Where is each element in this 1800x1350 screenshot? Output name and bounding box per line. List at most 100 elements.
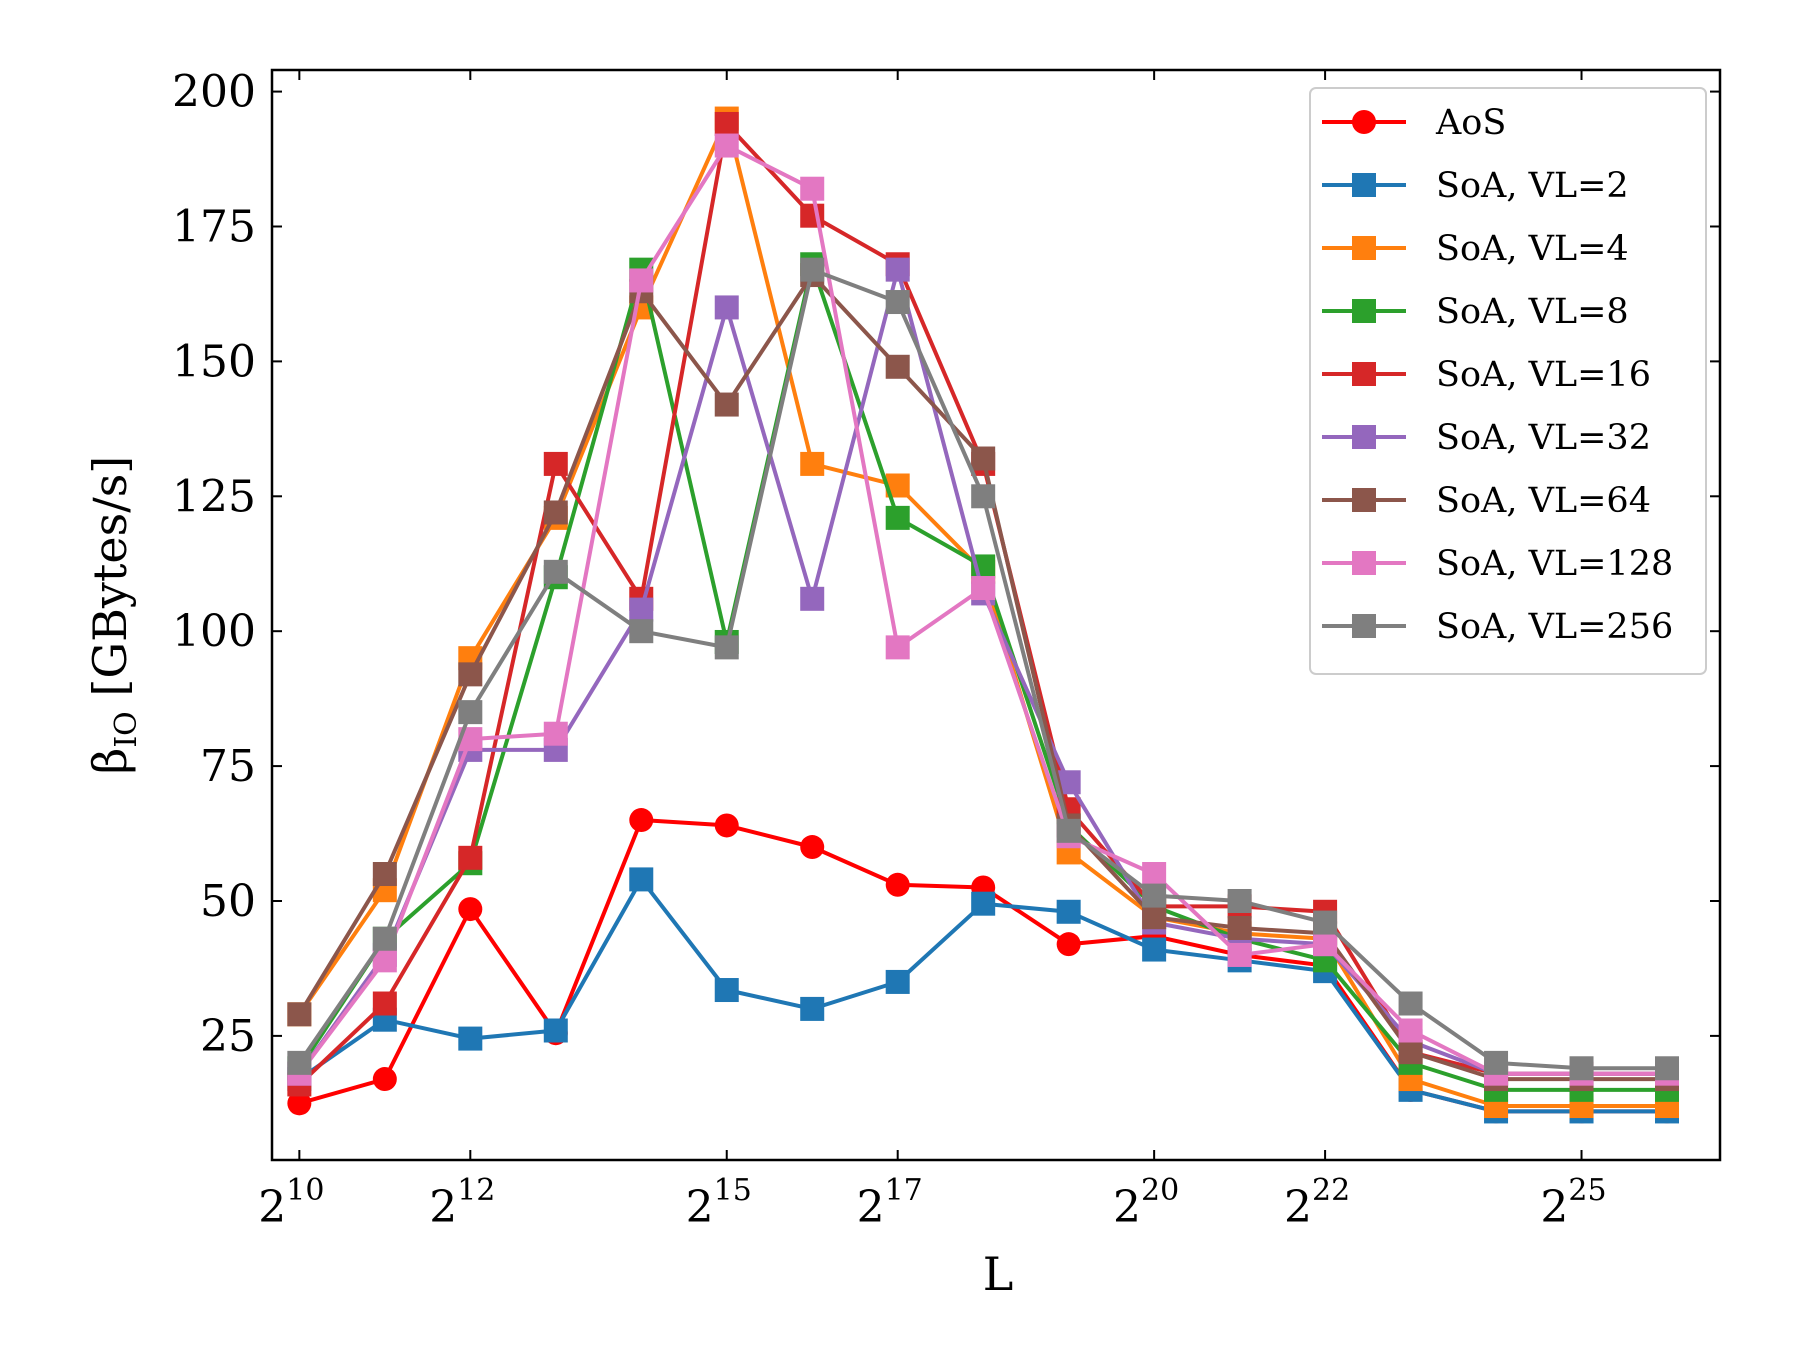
data-point — [629, 808, 654, 833]
data-point — [885, 290, 910, 315]
data-point — [885, 635, 910, 660]
data-point — [1398, 1040, 1423, 1065]
legend-label: AoS — [1435, 103, 1506, 143]
legend-marker — [1352, 488, 1376, 512]
y-axis-label-rest: [GBytes/s] — [83, 456, 137, 711]
data-point — [714, 295, 739, 320]
data-point — [1227, 942, 1252, 967]
data-point — [1398, 991, 1423, 1016]
data-point — [971, 891, 996, 916]
data-point — [1313, 910, 1338, 935]
legend-entries: AoS SoA, VL=2 SoA, VL=4 SoA, VL=8 SoA, VL=16… — [1322, 103, 1673, 647]
series-8 — [287, 257, 1680, 1081]
data-point — [800, 835, 825, 860]
x-tick-label: 220 — [1113, 1173, 1179, 1233]
legend-label: SoA, VL=16 — [1436, 355, 1651, 395]
legend-entry: SoA, VL=8 — [1322, 292, 1629, 332]
data-point — [287, 1091, 312, 1116]
x-tick-label: 215 — [686, 1173, 752, 1233]
plot-frame — [270, 68, 1722, 1162]
data-point — [543, 451, 568, 476]
legend-entry: SoA, VL=32 — [1322, 418, 1651, 458]
x-tick-label: 225 — [1540, 1173, 1606, 1233]
legend-marker — [1352, 362, 1376, 386]
data-point — [885, 505, 910, 530]
x-tick-label: 222 — [1284, 1173, 1350, 1233]
data-point — [1569, 1056, 1594, 1081]
legend-label: SoA, VL=32 — [1436, 418, 1651, 458]
data-point — [1056, 932, 1081, 957]
data-point — [458, 897, 483, 922]
legend-entry: SoA, VL=128 — [1322, 544, 1673, 584]
data-point — [1142, 883, 1167, 908]
y-axis-label-main: β — [83, 748, 137, 775]
y-tick-label: 125 — [172, 471, 256, 522]
data-point — [800, 451, 825, 476]
legend-label: SoA, VL=256 — [1436, 607, 1673, 647]
legend-label: SoA, VL=8 — [1436, 292, 1629, 332]
legend-label: SoA, VL=4 — [1436, 229, 1629, 269]
data-point — [800, 176, 825, 201]
data-point — [1227, 888, 1252, 913]
y-tick-label: 175 — [172, 201, 256, 252]
y-tick-label: 25 — [200, 1011, 256, 1062]
legend-marker — [1352, 425, 1376, 449]
data-point — [885, 872, 910, 897]
data-point — [885, 969, 910, 994]
data-point — [372, 1067, 397, 1092]
x-tick-label: 210 — [258, 1173, 324, 1233]
y-tick-label: 100 — [172, 606, 256, 657]
data-point — [714, 133, 739, 158]
data-point — [800, 257, 825, 282]
y-tick-label: 200 — [172, 67, 256, 118]
data-point — [458, 700, 483, 725]
data-point — [287, 1050, 312, 1075]
legend-label: SoA, VL=2 — [1436, 166, 1629, 206]
data-point — [372, 862, 397, 887]
y-axis-label: βIO [GBytes/s] — [83, 456, 144, 775]
data-point — [714, 111, 739, 136]
data-point — [629, 619, 654, 644]
data-point — [714, 978, 739, 1003]
data-point — [287, 1002, 312, 1027]
legend-marker — [1352, 614, 1376, 638]
data-point — [1056, 899, 1081, 924]
legend-entry: SoA, VL=256 — [1322, 607, 1673, 647]
legend-marker — [1352, 551, 1376, 575]
data-point — [458, 662, 483, 687]
data-point — [1655, 1056, 1680, 1081]
data-point — [971, 446, 996, 471]
y-tick-label: 75 — [200, 741, 256, 792]
data-point — [1142, 905, 1167, 930]
legend-frame — [1309, 87, 1707, 675]
legend-marker — [1352, 173, 1376, 197]
data-point — [629, 268, 654, 293]
y-ticks: 25 50 75 100 125 150 175 200 — [172, 67, 1720, 1062]
data-point — [885, 257, 910, 282]
legend-marker — [1352, 299, 1376, 323]
x-tick-label: 217 — [857, 1173, 923, 1233]
legend-marker — [1352, 236, 1376, 260]
data-point — [714, 392, 739, 417]
y-tick-label: 50 — [200, 876, 256, 927]
x-tick-label: 212 — [429, 1173, 495, 1233]
legend-entry: SoA, VL=4 — [1322, 229, 1629, 269]
legend-entry: SoA, VL=2 — [1322, 166, 1629, 206]
data-point — [1056, 818, 1081, 843]
data-point — [543, 559, 568, 584]
y-tick-label: 150 — [172, 336, 256, 387]
series-layer — [287, 106, 1680, 1124]
data-point — [1398, 1018, 1423, 1043]
legend-marker — [1352, 110, 1376, 134]
x-ticks: 210 212 215 217 220 222 225 — [258, 70, 1607, 1233]
data-point — [1484, 1050, 1509, 1075]
data-point — [1142, 862, 1167, 887]
legend-entry: AoS — [1322, 103, 1506, 143]
data-point — [372, 926, 397, 951]
data-point — [800, 996, 825, 1021]
data-point — [800, 586, 825, 611]
data-point — [458, 1026, 483, 1051]
legend-label: SoA, VL=128 — [1436, 544, 1673, 584]
legend: AoS SoA, VL=2 SoA, VL=4 SoA, VL=8 SoA, VL=16… — [1309, 87, 1707, 675]
